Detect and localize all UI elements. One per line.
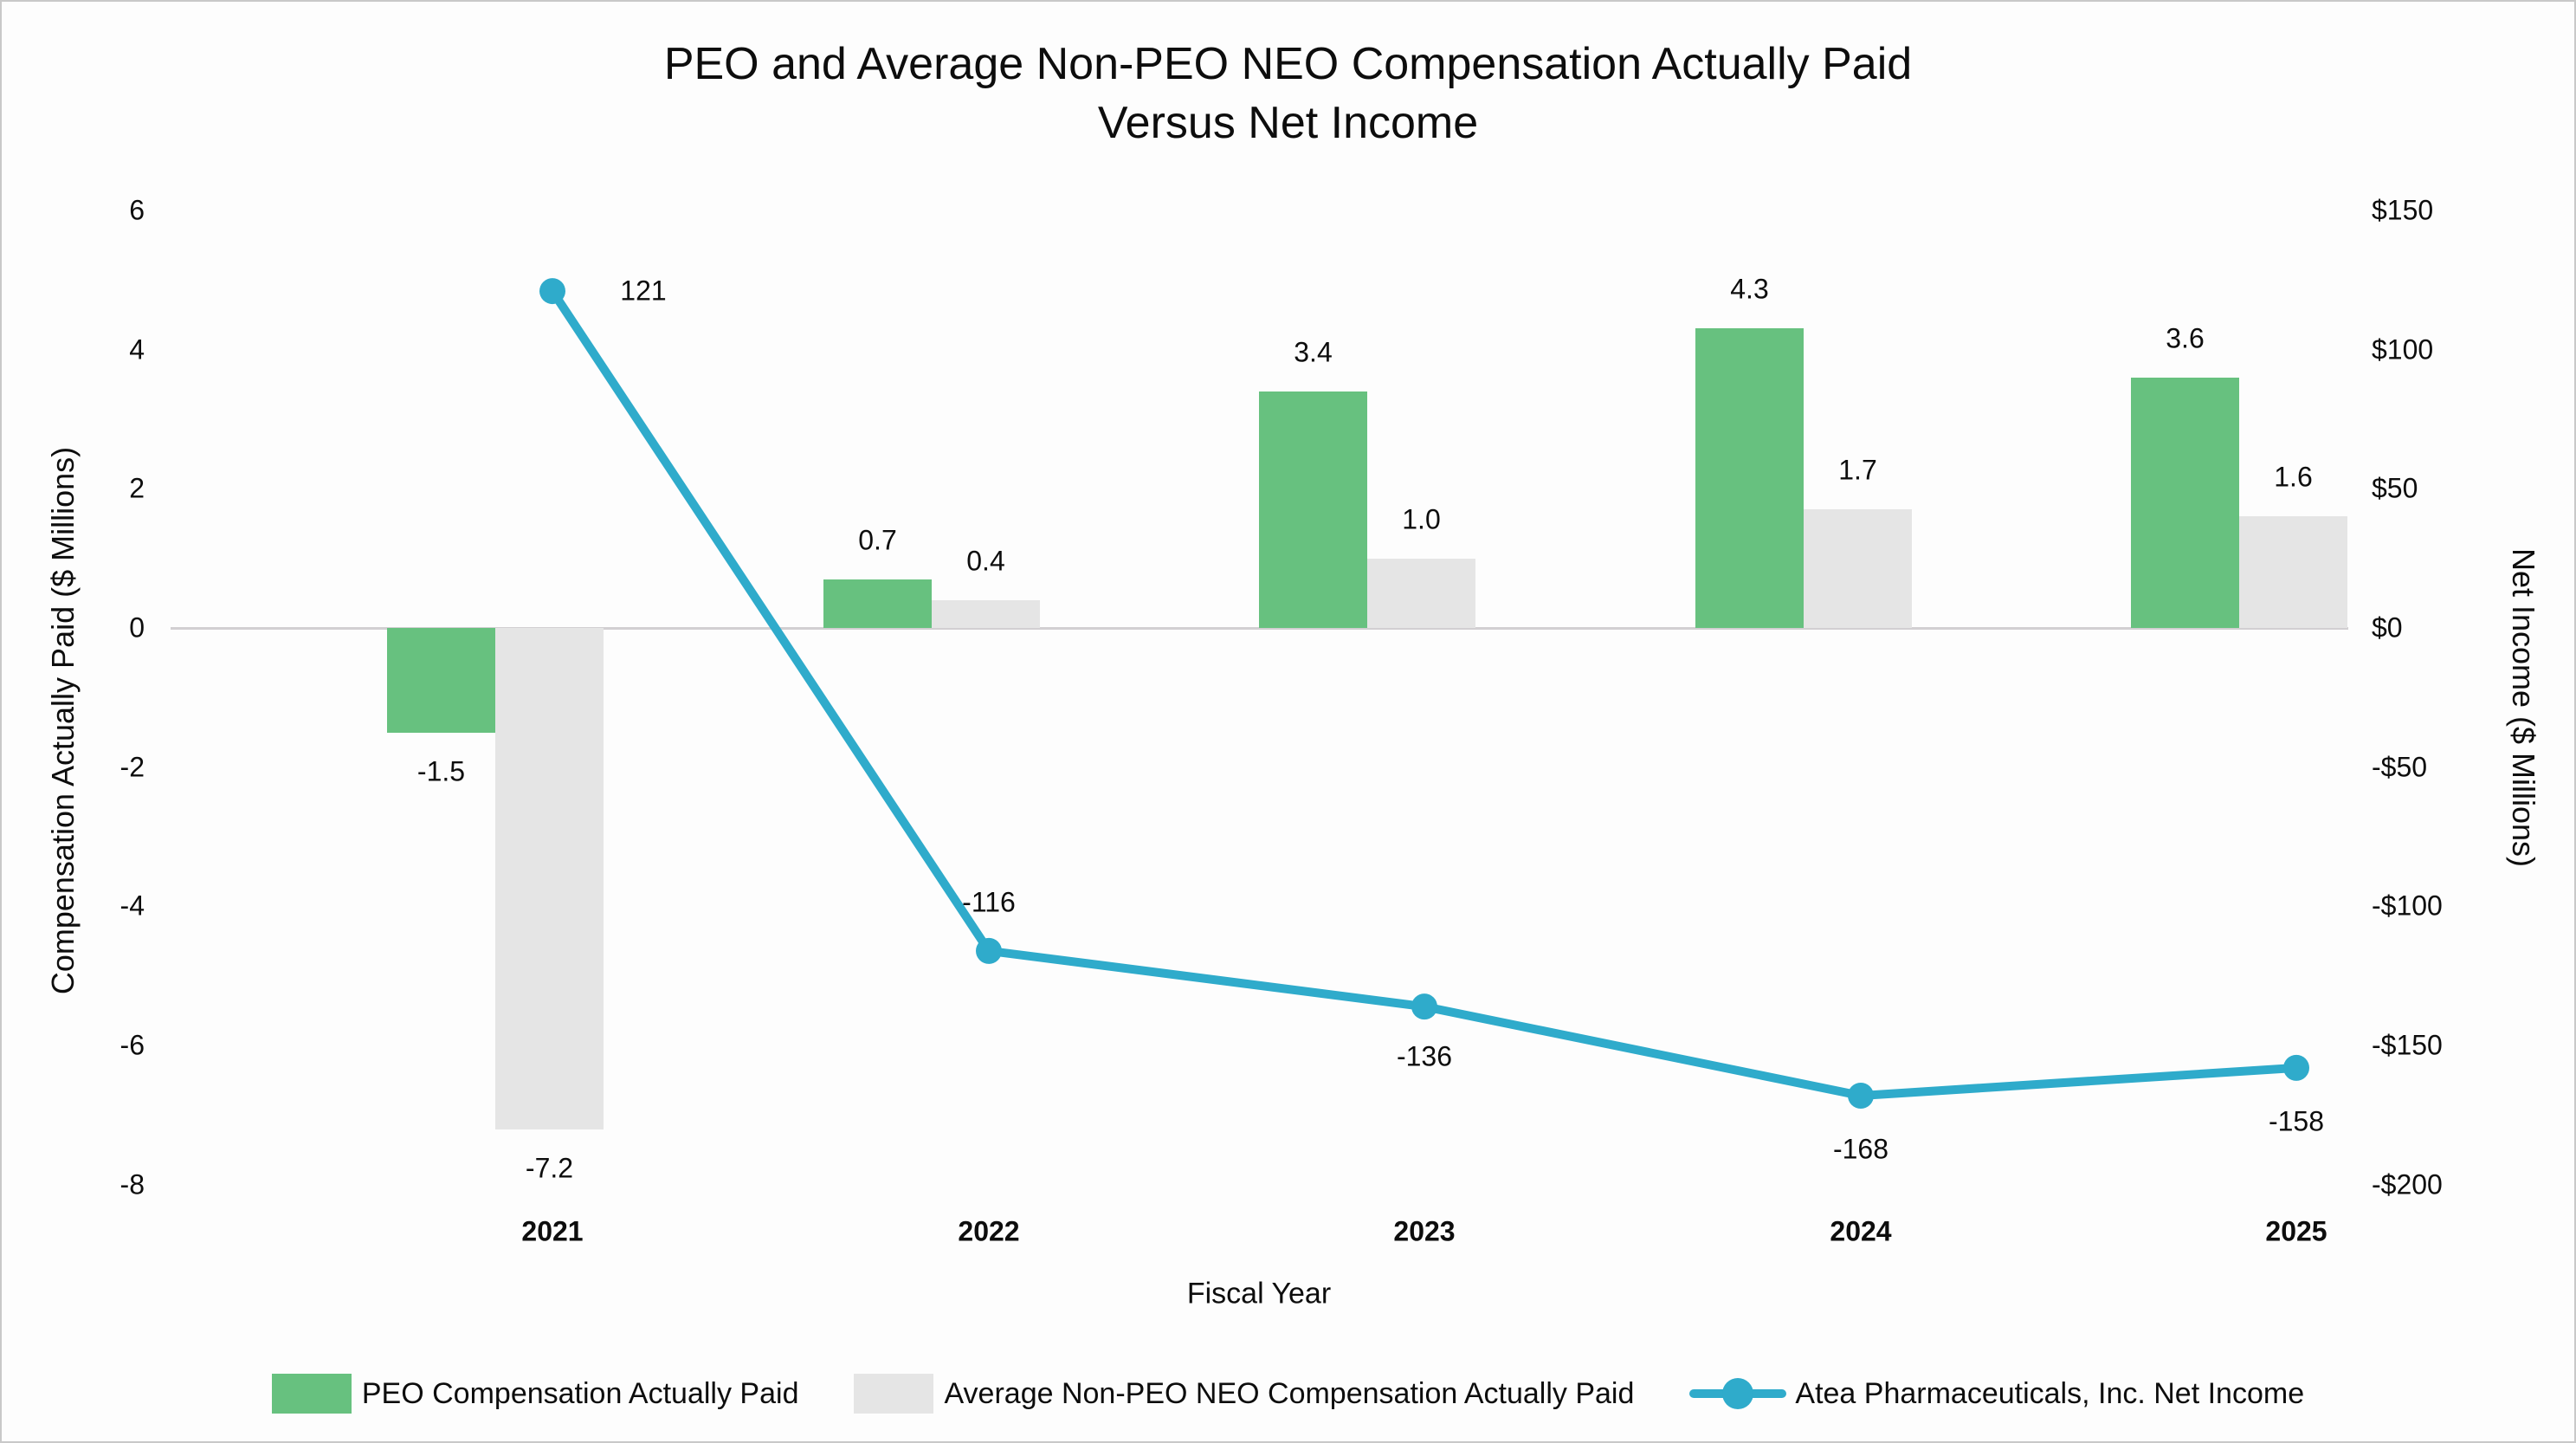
net-income-label-2023: -136 [1396, 1040, 1453, 1072]
peo-bar-label-2024: 4.3 [1730, 273, 1769, 305]
left-axis-tick-4: 4 [129, 333, 145, 366]
x-axis-label-2025: 2025 [2265, 1215, 2327, 1247]
net-income-label-2024: -168 [1832, 1133, 1889, 1165]
non-peo-bar-2022 [932, 599, 1040, 628]
zero-gridline [171, 627, 2348, 630]
non-peo-bar-label-2025: 1.6 [2274, 461, 2313, 493]
left-axis-tick--8: -8 [119, 1168, 145, 1200]
net-income-point-2024 [1848, 1083, 1874, 1110]
peo-bar-swatch-icon [271, 1374, 352, 1414]
legend-item-net-income: Atea Pharmaceuticals, Inc. Net Income [1689, 1377, 2304, 1411]
non-peo-bar-swatch-icon [854, 1374, 934, 1414]
right-axis-tick--$200: -$200 [2372, 1168, 2443, 1200]
legend-item-peo: PEO Compensation Actually Paid [271, 1374, 799, 1414]
right-axis-tick-$0: $0 [2372, 611, 2403, 644]
peo-bar-label-2021: -1.5 [416, 755, 466, 787]
right-axis-tick--$50: -$50 [2372, 751, 2428, 783]
right-axis-tick-$150: $150 [2372, 194, 2434, 226]
left-axis-tick-0: 0 [129, 611, 145, 644]
net-income-point-2022 [976, 937, 1002, 964]
net-income-point-2025 [2283, 1054, 2309, 1081]
net-income-line-swatch-icon [1689, 1378, 1787, 1409]
right-axis-tick-$100: $100 [2372, 333, 2434, 366]
non-peo-bar-2025 [2239, 516, 2347, 628]
peo-bar-2021 [387, 628, 495, 733]
legend-label-net-income: Atea Pharmaceuticals, Inc. Net Income [1795, 1376, 2305, 1410]
left-axis-tick--6: -6 [119, 1029, 145, 1061]
peo-bar-2023 [1259, 391, 1367, 628]
peo-bar-2024 [1695, 328, 1804, 628]
net-income-point-2021 [539, 278, 565, 305]
left-axis-tick--2: -2 [119, 751, 145, 783]
x-axis-label-2023: 2023 [1393, 1215, 1456, 1247]
x-axis-label-2021: 2021 [521, 1215, 584, 1247]
non-peo-bar-2023 [1367, 558, 1475, 628]
chart-title-line1: PEO and Average Non-PEO NEO Compensation… [663, 39, 1913, 89]
non-peo-bar-label-2022: 0.4 [966, 545, 1005, 577]
peo-bar-label-2023: 3.4 [1294, 336, 1333, 368]
legend-label-non-peo: Average Non-PEO NEO Compensation Actuall… [944, 1376, 1635, 1410]
non-peo-bar-label-2023: 1.0 [1402, 503, 1441, 535]
peo-bar-2022 [823, 579, 932, 628]
net-income-label-2021: 121 [620, 275, 667, 307]
right-axis-tick-$50: $50 [2372, 472, 2418, 504]
net-income-label-2025: -158 [2268, 1105, 2325, 1137]
right-axis-tick--$100: -$100 [2372, 890, 2443, 922]
chart-title: PEO and Average Non-PEO NEO Compensation… [2, 35, 2574, 152]
peo-bar-label-2025: 3.6 [2166, 322, 2205, 354]
x-axis-title: Fiscal Year [1186, 1277, 1332, 1310]
net-income-point-2023 [1411, 993, 1437, 1020]
x-axis-label-2022: 2022 [958, 1215, 1020, 1247]
chart-title-line2: Versus Net Income [1097, 98, 1479, 148]
net-income-label-2022: -116 [962, 886, 1016, 918]
left-axis-tick-2: 2 [129, 472, 145, 504]
x-axis-label-2024: 2024 [1830, 1215, 1892, 1247]
left-axis-tick--4: -4 [119, 890, 145, 922]
non-peo-bar-2021 [495, 628, 604, 1129]
non-peo-bar-label-2024: 1.7 [1838, 454, 1877, 486]
legend-item-non-peo: Average Non-PEO NEO Compensation Actuall… [854, 1374, 1634, 1414]
peo-bar-label-2022: 0.7 [858, 524, 897, 556]
left-axis-tick-6: 6 [129, 194, 145, 226]
legend-label-peo: PEO Compensation Actually Paid [361, 1376, 799, 1410]
non-peo-bar-label-2021: -7.2 [525, 1152, 574, 1184]
right-axis-tick--$150: -$150 [2372, 1029, 2443, 1061]
non-peo-bar-2024 [1804, 509, 1912, 628]
peo-bar-2025 [2131, 377, 2239, 628]
legend: PEO Compensation Actually Paid Average N… [2, 1367, 2574, 1420]
